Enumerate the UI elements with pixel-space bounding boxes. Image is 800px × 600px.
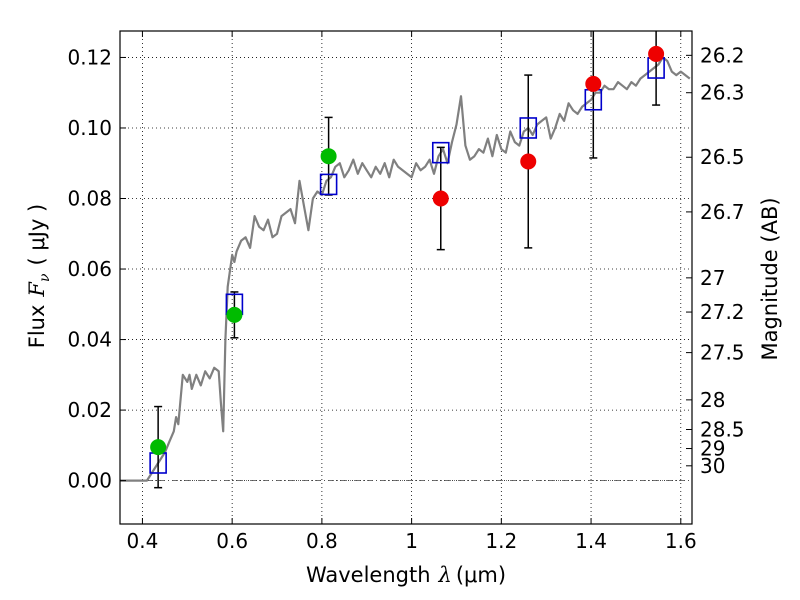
plot-frame	[119, 30, 693, 525]
y-tick-label: 0.06	[67, 257, 112, 281]
right-tick-label: 26.2	[700, 43, 745, 67]
x-tick-label: 1.2	[485, 529, 517, 553]
model-square-point	[519, 117, 538, 139]
observed-point	[432, 190, 449, 207]
right-tick-label: 29	[700, 437, 725, 461]
y-tick-label: 0.08	[67, 187, 112, 211]
right-tick-label: 26.7	[700, 200, 745, 224]
right-tick-label: 28	[700, 388, 725, 412]
x-tick-label: 0.6	[216, 529, 248, 553]
y-tick-label: 0.04	[67, 328, 112, 352]
observed-point	[585, 75, 602, 92]
y-tick-label: 0.12	[67, 45, 112, 69]
right-tick-label: 28.5	[700, 417, 745, 441]
right-tick-label: 27.5	[700, 341, 745, 365]
y-tick-label: 0.00	[67, 469, 112, 493]
series-layer	[120, 56, 691, 482]
observed-point	[320, 148, 337, 165]
right-tick-label: 27.2	[700, 300, 745, 324]
x-tick-label: 0.4	[127, 529, 159, 553]
right-axis-title: Magnitude (AB)	[758, 197, 782, 360]
observed-point	[648, 45, 665, 62]
x-axis-title: Wavelength λ (μm)	[306, 563, 506, 587]
right-tick-label: 30	[700, 454, 725, 478]
right-tick-label: 26.3	[700, 81, 745, 105]
x-axis-ticks: 0.4 0.6 0.8 1 1.2 1.4 1.6	[127, 31, 697, 553]
y-axis-title: FluxFν( μJy )	[25, 204, 53, 348]
observed-point	[226, 306, 243, 323]
x-tick-label: 0.8	[306, 529, 338, 553]
x-tick-label: 1	[405, 529, 418, 553]
right-tick-label: 26.5	[700, 145, 745, 169]
error-bars	[154, 31, 661, 489]
observed-point	[150, 439, 167, 456]
grid	[120, 31, 692, 524]
markers	[149, 45, 665, 474]
model-square-point	[431, 141, 450, 164]
right-tick-label: 27	[700, 266, 725, 290]
x-tick-label: 1.4	[575, 529, 607, 553]
model-square-point	[319, 173, 338, 196]
y-tick-label: 0.10	[67, 116, 112, 140]
x-tick-label: 1.6	[665, 529, 697, 553]
plot-area	[120, 56, 691, 482]
y-tick-label: 0.02	[67, 398, 112, 422]
spectrum-line	[120, 56, 691, 482]
observed-point	[520, 153, 537, 170]
y-axis-ticks: 0.00 0.02 0.04 0.06 0.08 0.10 0.12	[67, 45, 126, 493]
